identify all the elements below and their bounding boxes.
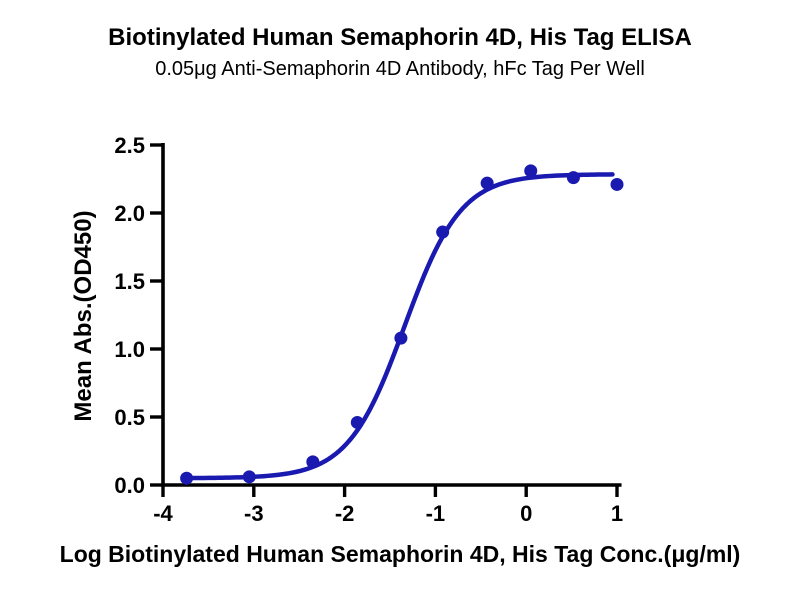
data-point [436, 225, 450, 239]
y-tick-label: 2.5 [114, 133, 145, 158]
fit-curve [184, 172, 615, 481]
x-tick-label: -1 [426, 501, 446, 526]
y-tick-label: 0.5 [114, 405, 145, 430]
data-point [350, 415, 364, 429]
x-tick-label: -2 [335, 501, 355, 526]
chart-title: Biotinylated Human Semaphorin 4D, His Ta… [108, 24, 692, 51]
chart-subtitle: 0.05μg Anti-Semaphorin 4D Antibody, hFc … [155, 58, 645, 80]
data-point [306, 455, 320, 469]
x-tick-label: -4 [153, 501, 173, 526]
x-tick-label: -3 [244, 501, 264, 526]
data-point [480, 176, 494, 190]
y-tick-label: 2.0 [114, 201, 145, 226]
data-point [180, 471, 194, 485]
y-tick-label: 1.5 [114, 269, 145, 294]
data-point [524, 164, 538, 178]
x-tick-label: 1 [611, 501, 623, 526]
x-tick-label: 0 [520, 501, 532, 526]
data-point [566, 171, 580, 185]
data-point [242, 470, 256, 484]
y-tick-label: 0.0 [114, 473, 145, 498]
y-tick-label: 1.0 [114, 337, 145, 362]
data-point [394, 331, 408, 345]
x-axis-label: Log Biotinylated Human Semaphorin 4D, Hi… [59, 541, 741, 567]
data-point [610, 177, 624, 191]
axes-spine [161, 143, 622, 487]
